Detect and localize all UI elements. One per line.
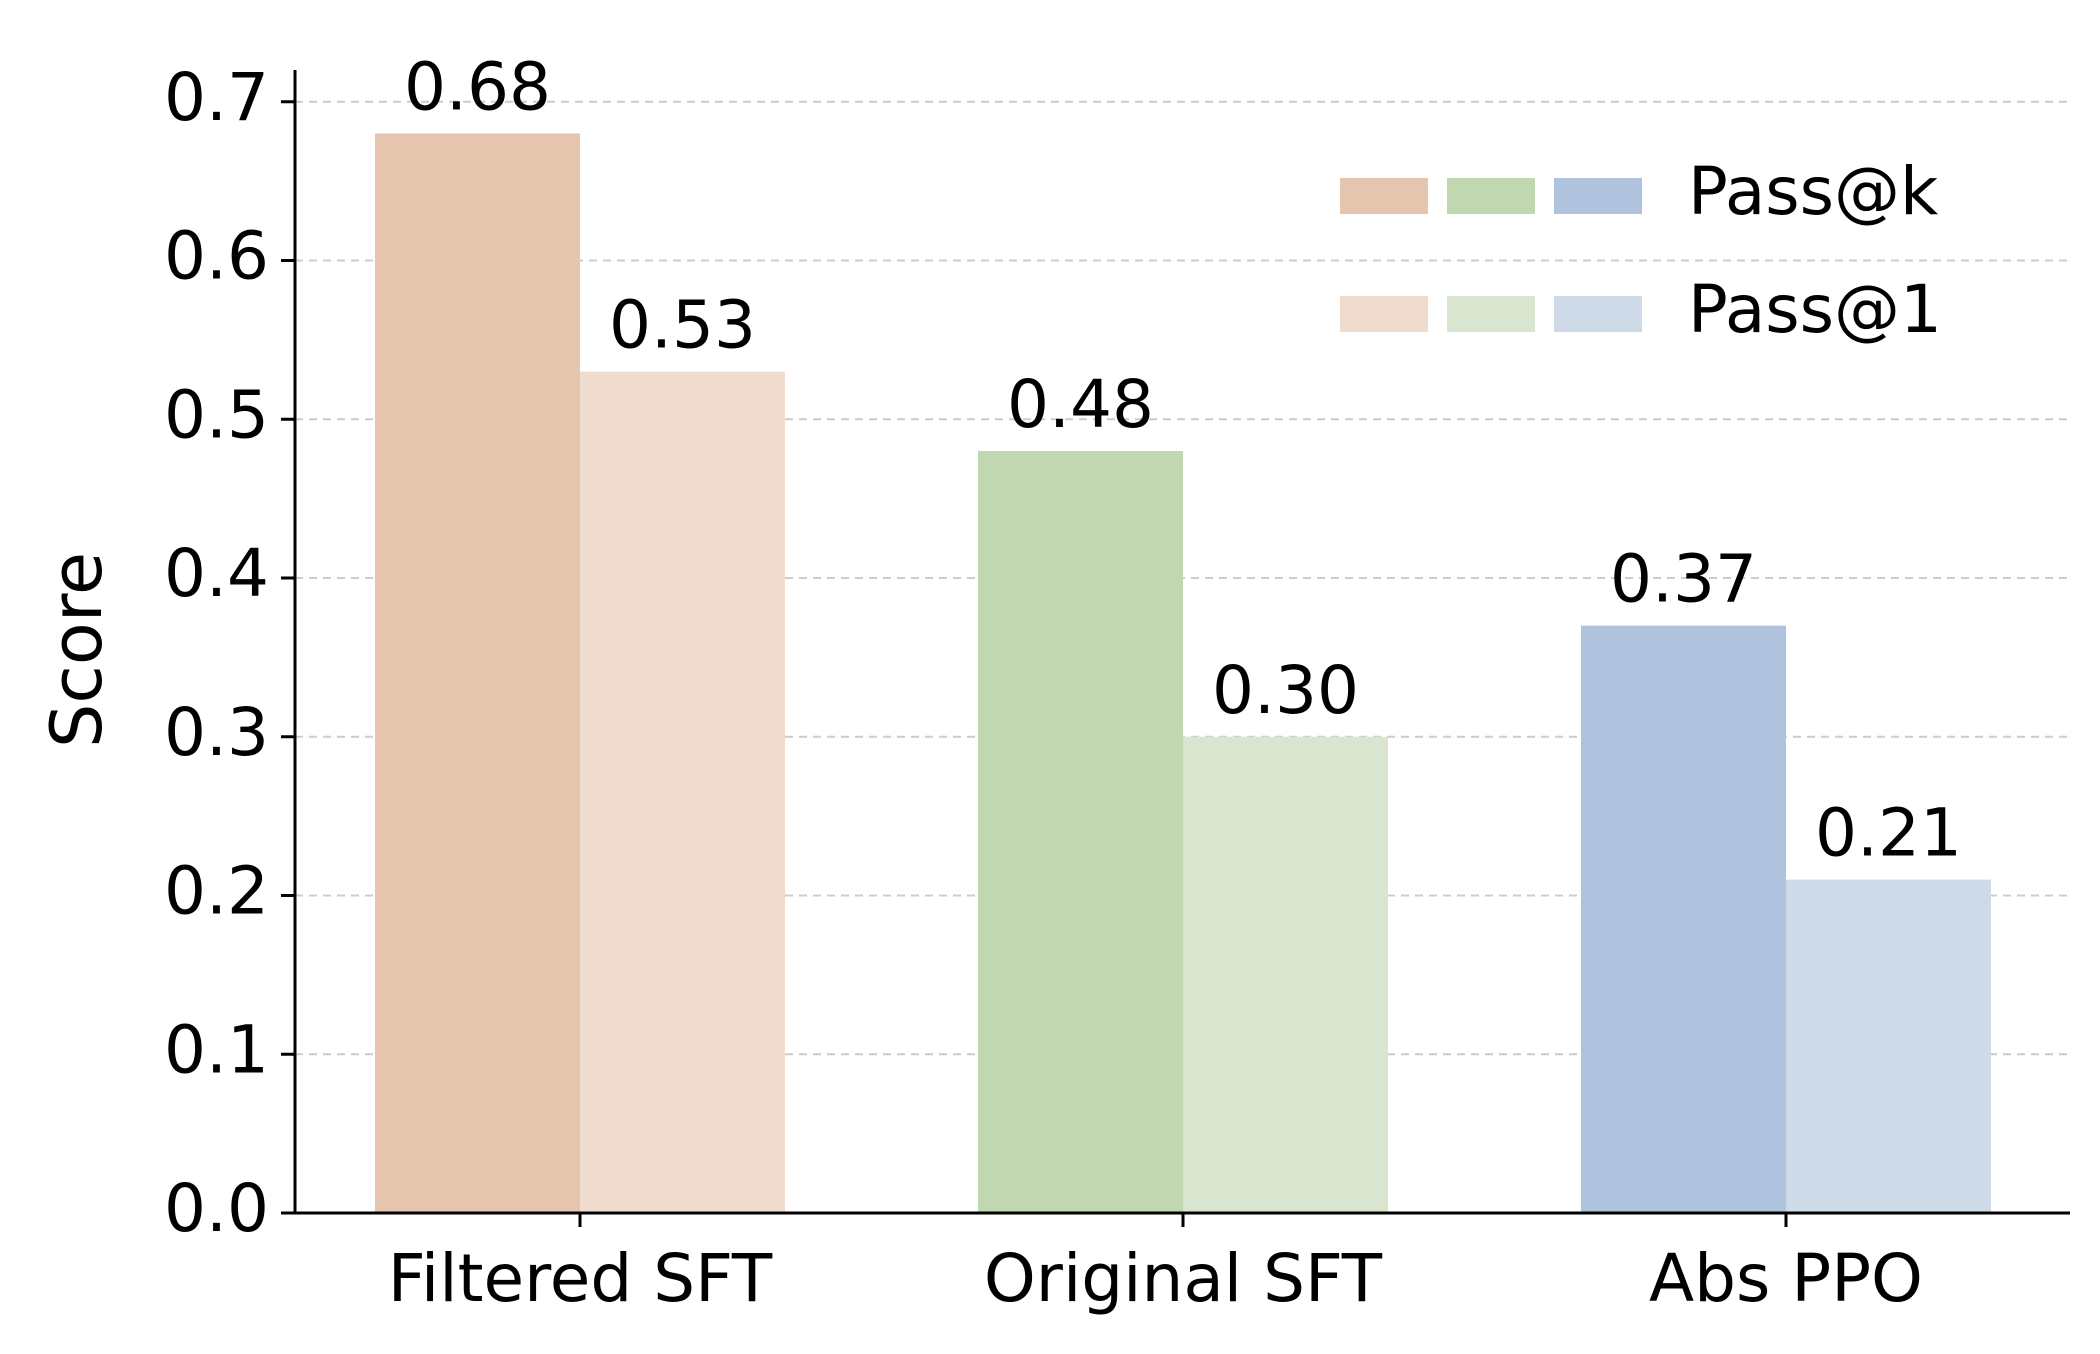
bar — [1786, 879, 1991, 1213]
legend-swatch — [1340, 296, 1428, 332]
bar — [1183, 736, 1388, 1213]
x-tick-label: Abs PPO — [1649, 1240, 1923, 1317]
legend-label: Pass@k — [1688, 153, 1939, 230]
data-label: 0.37 — [1610, 541, 1757, 618]
legend-swatch — [1447, 296, 1535, 332]
x-tick-label: Filtered SFT — [388, 1240, 773, 1317]
labels-layer: 0.68 0.53 0.48 0.30 0.37 0.21 — [404, 49, 1962, 872]
y-tick-label: 0.4 — [164, 535, 269, 612]
bar — [375, 133, 580, 1213]
legend-swatch — [1554, 296, 1642, 332]
legend: Pass@k Pass@1 — [1340, 153, 1942, 348]
y-tick-label: 0.0 — [164, 1170, 269, 1247]
y-axis-title: Score — [36, 552, 118, 748]
bar — [1581, 625, 1786, 1213]
y-tick-label: 0.2 — [164, 853, 269, 930]
bar — [580, 371, 785, 1213]
bars-layer — [375, 133, 1991, 1213]
data-label: 0.21 — [1815, 795, 1962, 872]
legend-swatch — [1340, 178, 1428, 214]
y-tick-label: 0.7 — [164, 59, 269, 136]
y-tick-label: 0.6 — [164, 218, 269, 295]
y-tick-label: 0.1 — [164, 1011, 269, 1088]
y-tick-label: 0.3 — [164, 694, 269, 771]
x-tick-label: Original SFT — [984, 1240, 1383, 1317]
legend-swatch — [1447, 178, 1535, 214]
data-label: 0.48 — [1007, 366, 1154, 443]
data-label: 0.68 — [404, 49, 551, 126]
data-label: 0.53 — [609, 287, 756, 364]
legend-swatch — [1554, 178, 1642, 214]
legend-label: Pass@1 — [1688, 271, 1942, 348]
data-label: 0.30 — [1212, 652, 1359, 729]
bar — [978, 451, 1183, 1213]
y-tick-label: 0.5 — [164, 376, 269, 453]
axes-layer: 0.0 0.1 0.2 0.3 0.4 0.5 0.6 0.7 Filtered SFT Orig… — [164, 59, 2070, 1317]
